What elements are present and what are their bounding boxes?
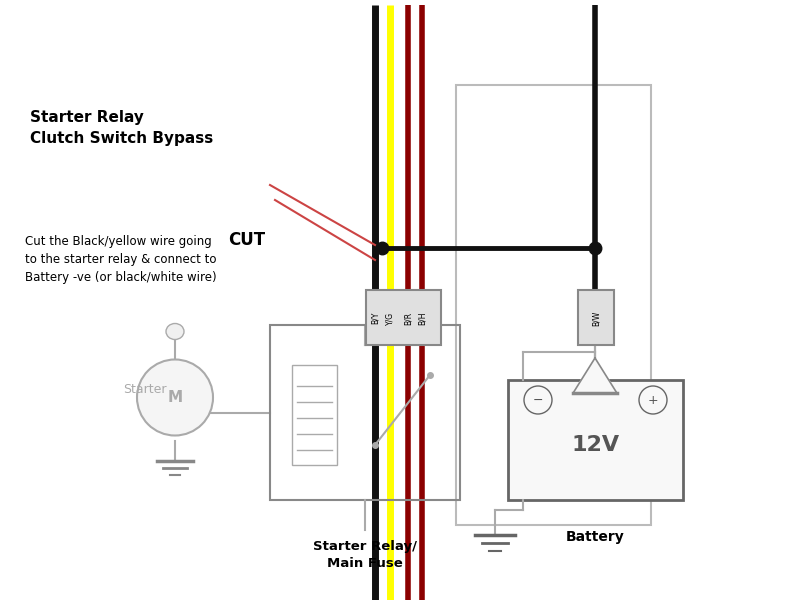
Polygon shape <box>573 358 617 393</box>
Text: B/W: B/W <box>591 310 601 326</box>
Text: Starter Relay
Clutch Switch Bypass: Starter Relay Clutch Switch Bypass <box>30 110 214 146</box>
Ellipse shape <box>166 323 184 340</box>
Circle shape <box>137 359 213 436</box>
Bar <box>456 85 651 525</box>
Text: Y/G: Y/G <box>386 311 394 325</box>
Text: Starter: Starter <box>123 383 167 396</box>
Text: Cut the Black/yellow wire going
to the starter relay & connect to
Battery -ve (o: Cut the Black/yellow wire going to the s… <box>25 235 217 284</box>
Bar <box>508 380 683 500</box>
Text: Battery: Battery <box>566 530 625 544</box>
Text: B/H: B/H <box>418 311 426 325</box>
Text: M: M <box>167 390 182 405</box>
Text: CUT: CUT <box>228 231 265 249</box>
Bar <box>292 365 337 465</box>
Text: +: + <box>648 394 658 407</box>
Bar <box>366 290 441 345</box>
Text: B/R: B/R <box>403 311 413 325</box>
Text: B/Y: B/Y <box>370 312 379 324</box>
Text: 12V: 12V <box>571 435 619 455</box>
Bar <box>578 290 614 345</box>
Circle shape <box>639 386 667 414</box>
Text: −: − <box>533 394 543 407</box>
Text: Starter Relay/
Main Fuse: Starter Relay/ Main Fuse <box>313 540 417 570</box>
Bar <box>270 325 460 500</box>
Circle shape <box>524 386 552 414</box>
